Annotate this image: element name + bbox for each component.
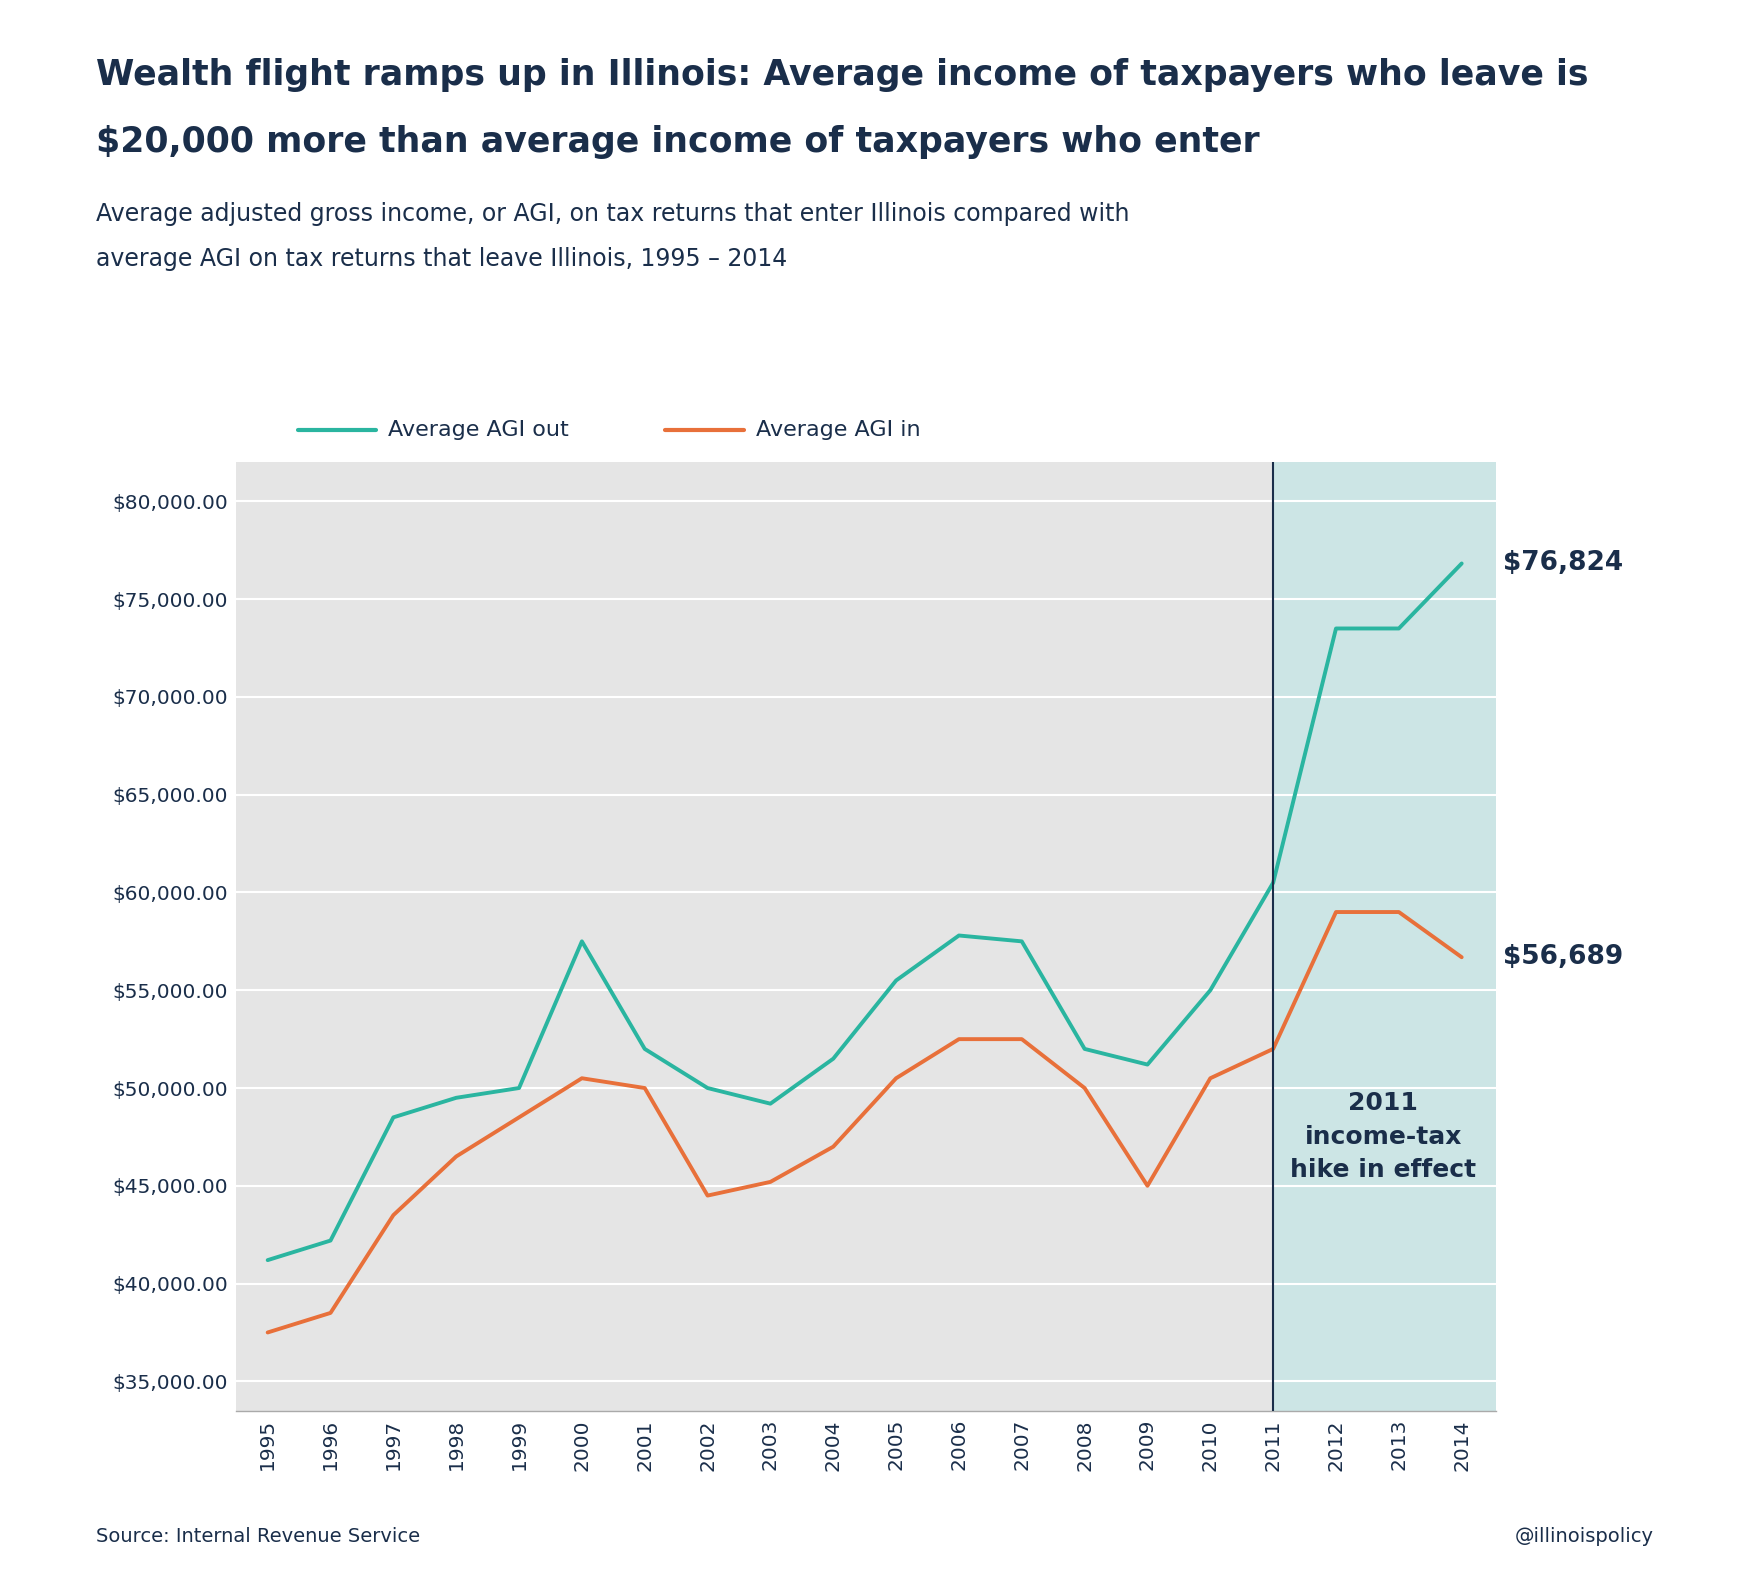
Text: Source: Internal Revenue Service: Source: Internal Revenue Service	[96, 1527, 420, 1546]
Text: average AGI on tax returns that leave Illinois, 1995 – 2014: average AGI on tax returns that leave Il…	[96, 247, 788, 271]
Bar	[1274, 462, 1496, 1411]
Text: $20,000 more than average income of taxpayers who enter: $20,000 more than average income of taxp…	[96, 126, 1260, 159]
Text: Average AGI in: Average AGI in	[756, 421, 920, 440]
Text: @illinoispolicy: @illinoispolicy	[1516, 1527, 1654, 1546]
Text: Wealth flight ramps up in Illinois: Average income of taxpayers who leave is: Wealth flight ramps up in Illinois: Aver…	[96, 59, 1589, 92]
Text: $56,689: $56,689	[1503, 944, 1622, 971]
Text: Average AGI out: Average AGI out	[388, 421, 569, 440]
Text: 2011
income-tax
hike in effect: 2011 income-tax hike in effect	[1290, 1092, 1477, 1183]
Text: $76,824: $76,824	[1503, 550, 1622, 577]
Text: Average adjusted gross income, or AGI, on tax returns that enter Illinois compar: Average adjusted gross income, or AGI, o…	[96, 202, 1130, 226]
